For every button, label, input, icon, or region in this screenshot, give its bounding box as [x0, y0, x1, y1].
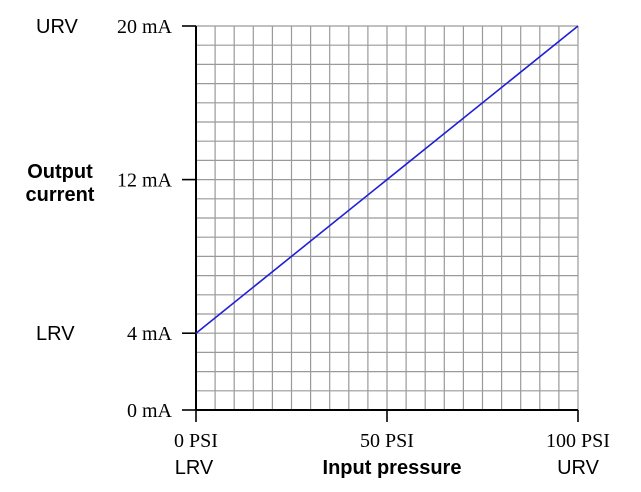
x-lrv-label: LRV [175, 457, 214, 479]
y-urv-label: URV [36, 16, 79, 38]
y-lrv-label: LRV [36, 323, 75, 345]
y-tick-label: 12 mA [117, 170, 173, 192]
y-axis-label-line2: current [26, 184, 95, 206]
x-axis-label: Input pressure [323, 457, 462, 479]
x-tick-label: 0 PSI [174, 430, 218, 452]
y-tick-label: 20 mA [117, 16, 173, 38]
y-axis-label-line1: Output [27, 161, 93, 183]
y-tick-label: 4 mA [127, 323, 173, 345]
x-urv-label: URV [557, 457, 600, 479]
x-tick-label: 100 PSI [546, 430, 610, 452]
series [195, 25, 579, 334]
x-tick-label: 50 PSI [360, 430, 414, 452]
series-line [195, 25, 579, 334]
grid [196, 25, 579, 410]
y-tick-label: 0 mA [127, 400, 173, 422]
ticks [182, 25, 579, 422]
tick-labels: 0 mA 4 mA 12 mA 20 mA 0 PSI 50 PSI 100 PSI [117, 16, 610, 452]
